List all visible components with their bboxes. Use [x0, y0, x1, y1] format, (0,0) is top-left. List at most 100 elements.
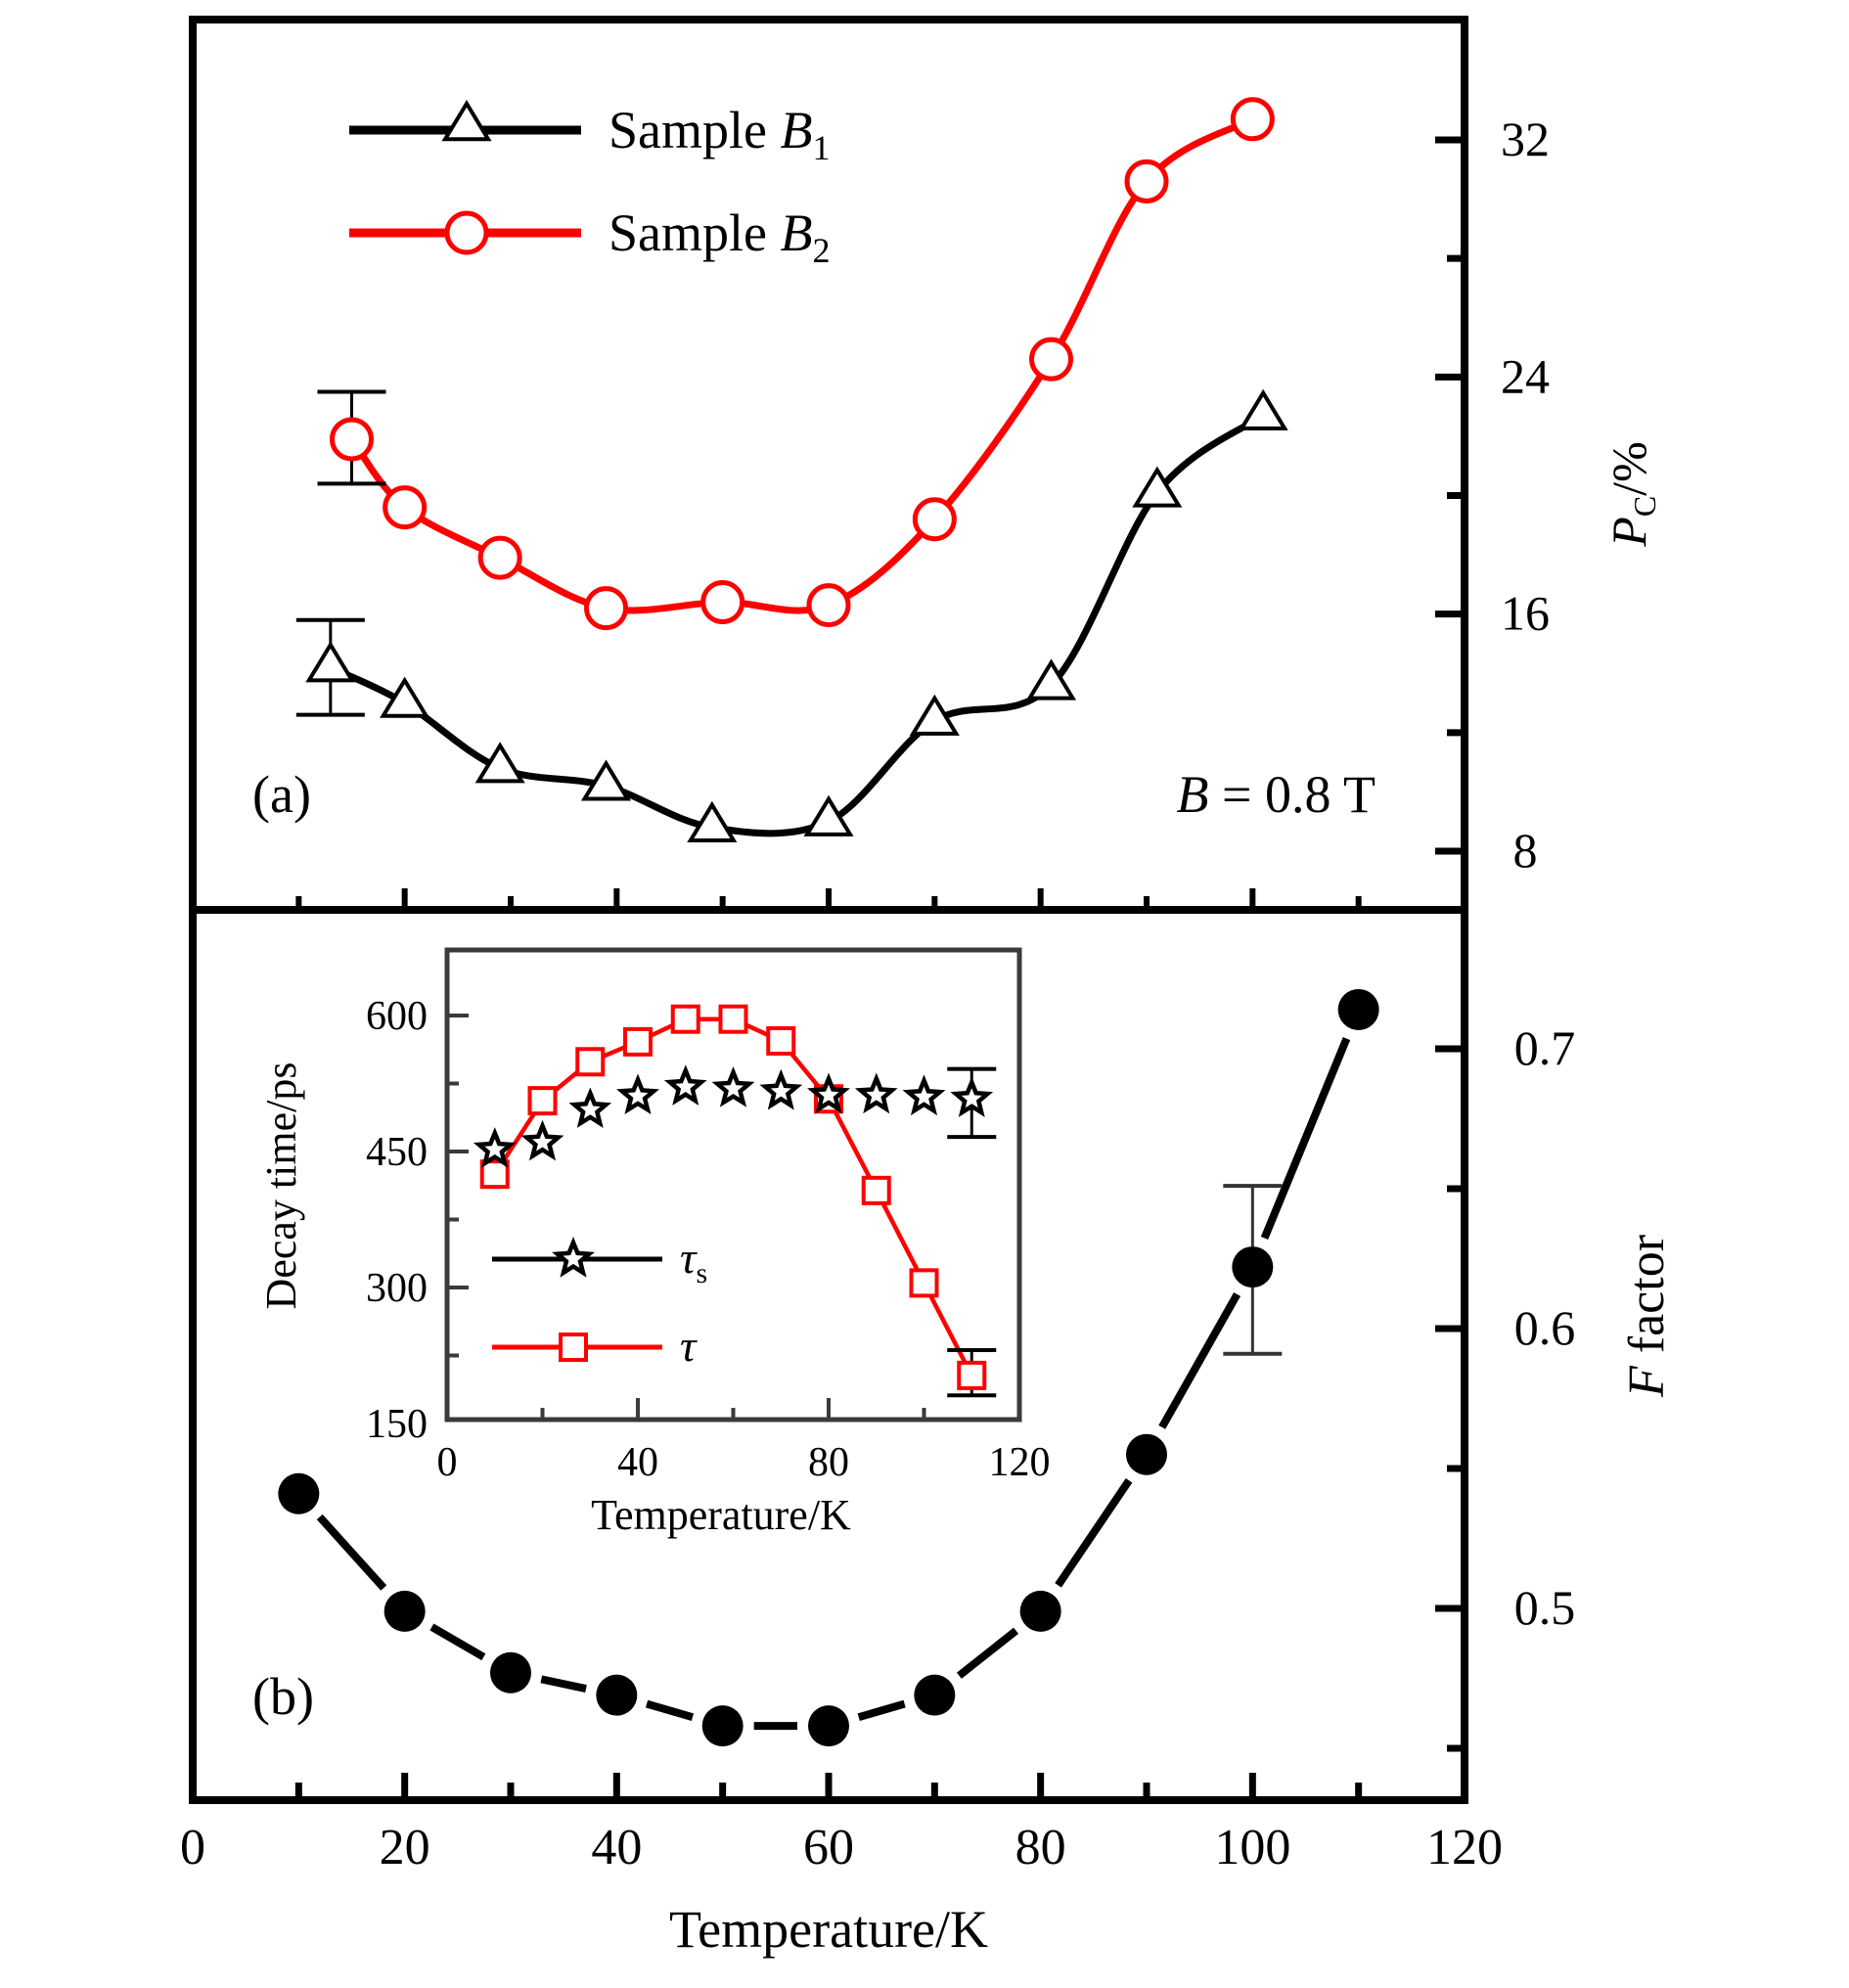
data-point-sample-b1	[803, 794, 854, 836]
data-point-f-factor	[1232, 1246, 1274, 1288]
inset-data-point-tau-s	[902, 1074, 946, 1116]
inset-data-point-tau	[623, 1026, 653, 1057]
data-point-sample-b1	[1238, 388, 1288, 430]
inset-ytick-label: 600	[366, 994, 428, 1039]
x-axis-tick-label: 120	[1426, 1820, 1503, 1875]
inset-data-point-tau	[766, 1025, 796, 1056]
series-line-sample-b1	[329, 412, 1266, 837]
inset-ytick-label: 300	[366, 1266, 428, 1311]
f-factor-line-segment	[1055, 1477, 1133, 1588]
f-factor-line-segment	[956, 1627, 1019, 1679]
data-point-f-factor	[383, 1590, 426, 1632]
panel-a-annotation: B = 0.8 T	[1177, 765, 1375, 824]
data-point-sample-b1	[1132, 466, 1183, 508]
inset-xtick-label: 0	[437, 1440, 458, 1485]
data-point-f-factor	[278, 1472, 320, 1514]
data-point-sample-b1	[1025, 658, 1077, 700]
inset-data-point-tau-s	[854, 1072, 898, 1114]
inset-data-point-tau	[718, 1004, 748, 1034]
panel-b-ytick-label: 0.6	[1514, 1300, 1576, 1355]
x-axis-tick-label: 60	[803, 1820, 854, 1875]
inset-xtick-label: 80	[808, 1440, 849, 1485]
x-axis-tick-label: 100	[1214, 1820, 1290, 1875]
inset-data-point-tau-s	[759, 1068, 803, 1110]
inset-data-point-tau	[670, 1004, 700, 1034]
f-factor-line-segment	[316, 1514, 387, 1591]
panel-a: 8 16 24 32 PC/% Sample B1 Sample B2 (a) B = 0.8 …	[252, 97, 1662, 910]
f-factor-line-segment	[1260, 1037, 1351, 1241]
inset-legend-label-tau-s: τs	[680, 1233, 707, 1289]
legend-marker-sample-b1	[441, 100, 492, 142]
inset-x-axis-title: Temperature/K	[591, 1491, 851, 1539]
data-point-f-factor	[914, 1674, 956, 1716]
legend-label-sample-b2: Sample B2	[609, 203, 830, 270]
inset-ytick-label: 450	[366, 1130, 428, 1175]
inset-chart: 150 300 450 600 0 40 80 120 Temperature/K Decay t…	[257, 947, 1051, 1539]
f-factor-line-segment	[429, 1623, 486, 1661]
panel-b-ylabel: F factor	[1619, 1235, 1675, 1398]
f-factor-line-segment	[1158, 1291, 1241, 1429]
inset-data-point-tau-s	[473, 1127, 517, 1168]
inset-data-point-tau-s	[568, 1087, 612, 1128]
f-factor-line-segment	[857, 1699, 906, 1722]
inset-xtick-label: 120	[989, 1440, 1051, 1485]
inset-data-point-tau-s	[616, 1073, 659, 1115]
inset-ytick-label: 150	[366, 1402, 428, 1447]
data-point-sample-b2	[584, 586, 628, 631]
data-point-sample-b2	[700, 580, 745, 625]
data-point-sample-b1	[909, 694, 960, 736]
figure-frame	[189, 16, 1468, 1804]
f-factor-line-segment	[540, 1675, 587, 1693]
inset-data-point-tau	[909, 1268, 939, 1298]
inset-legend-label-tau: τ	[680, 1321, 698, 1371]
panel-a-ytick-label: 32	[1501, 112, 1550, 166]
data-point-sample-b1	[474, 742, 525, 784]
inset-data-point-tau	[957, 1360, 987, 1390]
data-point-sample-b2	[912, 497, 957, 542]
panel-a-ytick-label: 8	[1513, 823, 1538, 878]
inset-legend-marker-tau	[559, 1333, 588, 1362]
data-point-sample-b2	[806, 583, 851, 628]
data-point-sample-b2	[383, 485, 428, 530]
inset-data-point-tau	[861, 1175, 891, 1205]
data-point-sample-b2	[477, 535, 522, 580]
inset-xtick-label: 40	[617, 1440, 658, 1485]
x-axis-tick-label: 40	[591, 1820, 642, 1875]
data-point-sample-b2	[1124, 158, 1169, 203]
inset-data-point-tau	[575, 1047, 606, 1077]
data-point-f-factor	[701, 1705, 744, 1747]
panel-b: 0.5 0.6 0.7 0 20 40 60 80 100 120 Temperature/K F f…	[180, 988, 1675, 1959]
data-point-f-factor	[1126, 1433, 1167, 1475]
data-point-sample-b2	[1230, 97, 1275, 142]
inset-data-point-tau-s	[711, 1066, 755, 1107]
f-factor-line-segment	[645, 1699, 695, 1722]
data-point-sample-b1	[687, 800, 738, 842]
legend-marker-sample-b2	[444, 210, 489, 255]
data-point-sample-b2	[1029, 337, 1073, 382]
inset-data-point-tau-s	[950, 1076, 994, 1117]
data-point-sample-b2	[330, 417, 374, 462]
panel-b-ytick-label: 0.5	[1514, 1580, 1576, 1635]
x-axis-title: Temperature/K	[669, 1900, 988, 1959]
data-point-f-factor	[1019, 1590, 1061, 1632]
panel-a-ytick-label: 24	[1501, 348, 1550, 403]
panel-b-ytick-label: 0.7	[1514, 1020, 1576, 1075]
inset-data-point-tau	[479, 1159, 510, 1190]
panel-a-ylabel: PC/%	[1601, 441, 1662, 547]
data-point-f-factor	[1337, 988, 1379, 1030]
inset-data-point-tau	[527, 1086, 558, 1116]
legend-label-sample-b1: Sample B1	[609, 101, 830, 167]
panel-b-label: (b)	[252, 1667, 314, 1726]
series-line-sample-b2	[348, 115, 1255, 614]
data-point-f-factor	[490, 1651, 531, 1694]
data-point-sample-b1	[380, 676, 430, 718]
x-axis-tick-label: 0	[180, 1820, 205, 1875]
panel-a-label: (a)	[252, 765, 311, 824]
x-axis-tick-label: 80	[1015, 1820, 1066, 1875]
x-axis-tick-label: 20	[380, 1820, 430, 1875]
inset-y-axis-title: Decay time/ps	[257, 1062, 305, 1310]
inset-data-point-tau-s	[520, 1119, 564, 1161]
inset-legend-marker-tau-s	[552, 1236, 595, 1278]
data-point-f-factor	[596, 1674, 638, 1716]
